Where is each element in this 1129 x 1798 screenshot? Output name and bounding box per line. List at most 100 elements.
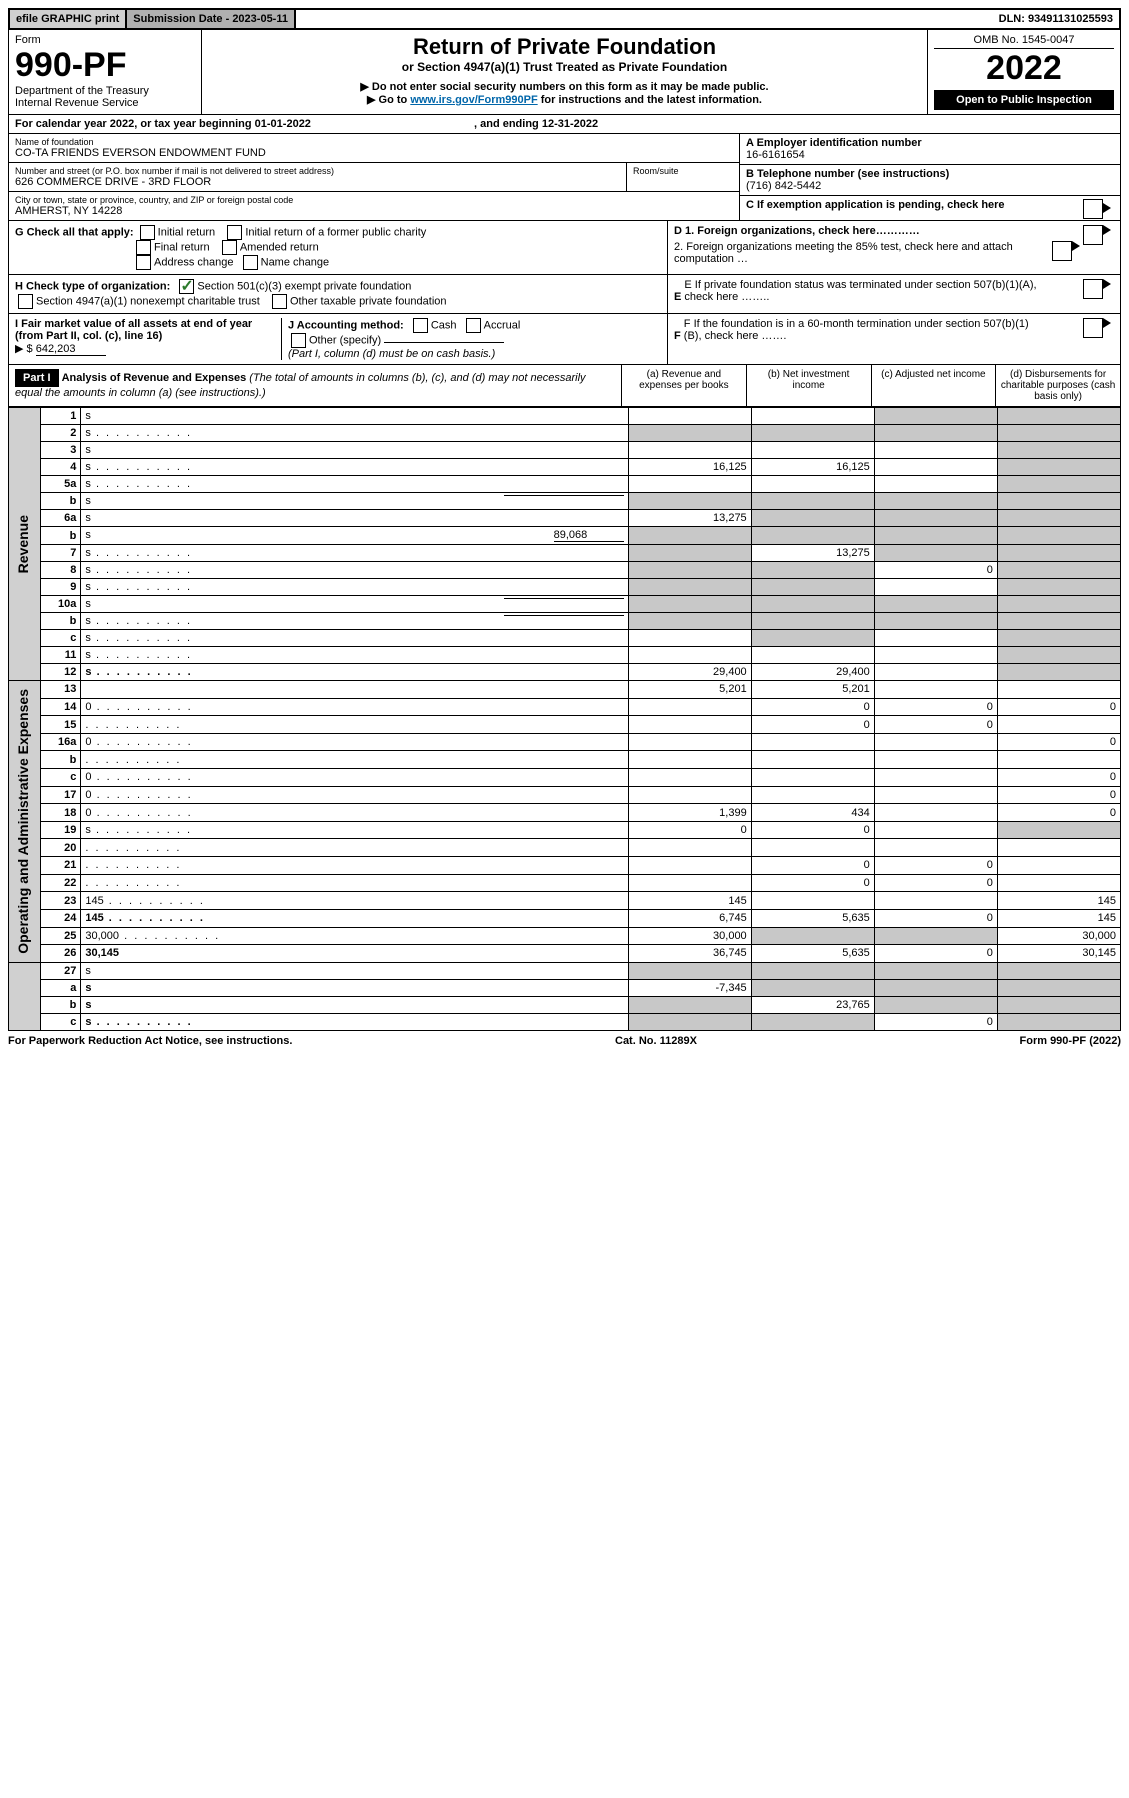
cell-shaded <box>874 425 997 442</box>
checkbox-amended[interactable] <box>222 240 237 255</box>
e-label: E If private foundation status was termi… <box>684 279 1044 303</box>
checkbox-other-taxable[interactable] <box>272 294 287 309</box>
blank-section-header <box>9 962 41 1030</box>
cell-value <box>874 892 997 910</box>
cell-value <box>628 839 751 857</box>
checkbox-name-change[interactable] <box>243 255 258 270</box>
checkbox-initial-return[interactable] <box>140 225 155 240</box>
line-desc: s <box>81 408 628 425</box>
footer-right: Form 990-PF (2022) <box>1020 1035 1122 1047</box>
d2-checkbox[interactable] <box>1052 241 1072 261</box>
grid-row: bs <box>9 613 1121 630</box>
cell-shaded <box>997 664 1120 681</box>
grid-row: Revenue1s <box>9 408 1121 425</box>
cell-value <box>874 476 997 493</box>
footer-left: For Paperwork Reduction Act Notice, see … <box>8 1035 292 1047</box>
j-label: J Accounting method: <box>288 319 404 331</box>
grid-row: bs 89,068 <box>9 527 1121 545</box>
cell-shaded <box>874 996 997 1013</box>
cell-shaded <box>997 996 1120 1013</box>
cell-value <box>997 751 1120 769</box>
name-left: Name of foundation CO-TA FRIENDS EVERSON… <box>9 134 739 220</box>
grid-row: 23145145145 <box>9 892 1121 910</box>
cell-shaded <box>751 630 874 647</box>
cell-value <box>874 786 997 804</box>
cell-value: 0 <box>874 562 997 579</box>
cell-value <box>628 751 751 769</box>
calendar-year-row: For calendar year 2022, or tax year begi… <box>8 115 1121 134</box>
cell-shaded <box>751 596 874 613</box>
irs-link[interactable]: www.irs.gov/Form990PF <box>410 94 537 106</box>
cell-shaded <box>751 1013 874 1030</box>
note-goto-suffix: for instructions and the latest informat… <box>538 94 762 106</box>
cell-value: 0 <box>874 716 997 734</box>
line-desc <box>81 716 628 734</box>
header-right: OMB No. 1545-0047 2022 Open to Public In… <box>928 30 1120 114</box>
e-row: E E If private foundation status was ter… <box>674 279 1114 303</box>
other-specify-blank <box>384 342 504 343</box>
part1-grid: Revenue1s2s3s4s16,12516,1255asbs 6as13,2… <box>8 407 1121 1031</box>
addr-value: 626 COMMERCE DRIVE - 3RD FLOOR <box>15 176 620 188</box>
line-desc: s <box>81 962 628 979</box>
checkbox-other[interactable] <box>291 333 306 348</box>
d1-checkbox[interactable] <box>1083 225 1103 245</box>
cell-value <box>751 408 874 425</box>
checkbox-address-change[interactable] <box>136 255 151 270</box>
col-a-header: (a) Revenue and expenses per books <box>622 365 747 406</box>
line-desc: s <box>81 510 628 527</box>
city-row: City or town, state or province, country… <box>9 192 739 220</box>
checkbox-accrual[interactable] <box>466 318 481 333</box>
efile-label: efile GRAPHIC print <box>10 10 127 28</box>
checkbox-final-return[interactable] <box>136 240 151 255</box>
line-desc: s <box>81 476 628 493</box>
cell-shaded <box>997 1013 1120 1030</box>
g-opt-1: Initial return of a former public charit… <box>245 226 426 238</box>
checkbox-initial-former[interactable] <box>227 225 242 240</box>
line-number: 12 <box>41 664 81 681</box>
g-opt-5: Name change <box>261 256 330 268</box>
exemption-checkbox[interactable] <box>1083 199 1103 219</box>
line-number: c <box>41 1013 81 1030</box>
checkbox-501c3[interactable] <box>179 279 194 294</box>
j-other: Other (specify) <box>309 334 381 346</box>
checkbox-cash[interactable] <box>413 318 428 333</box>
form-title: Return of Private Foundation <box>208 34 921 60</box>
d1-row: D 1. Foreign organizations, check here……… <box>674 225 1114 237</box>
arrow-icon <box>1103 225 1111 235</box>
phone-row: B Telephone number (see instructions) (7… <box>740 165 1120 196</box>
foundation-name-row: Name of foundation CO-TA FRIENDS EVERSON… <box>9 134 739 163</box>
grid-row: cs <box>9 630 1121 647</box>
cell-value: 0 <box>874 874 997 892</box>
f-checkbox[interactable] <box>1083 318 1103 338</box>
cell-value <box>874 579 997 596</box>
checkbox-4947a1[interactable] <box>18 294 33 309</box>
exemption-label: C If exemption application is pending, c… <box>746 199 1005 211</box>
d-section: D 1. Foreign organizations, check here……… <box>668 221 1120 274</box>
cell-value: 16,125 <box>628 459 751 476</box>
line-desc: s <box>81 459 628 476</box>
cell-value <box>751 839 874 857</box>
form-label: Form <box>15 34 195 46</box>
line-desc: s <box>81 1013 628 1030</box>
g-section: G Check all that apply: Initial return I… <box>9 221 668 274</box>
cell-value: 23,765 <box>751 996 874 1013</box>
line-number: b <box>41 613 81 630</box>
line-number: 23 <box>41 892 81 910</box>
line-number: 7 <box>41 545 81 562</box>
grid-row: 241456,7455,6350145 <box>9 909 1121 927</box>
cell-shaded <box>751 962 874 979</box>
cell-value: 13,275 <box>628 510 751 527</box>
line-number: 25 <box>41 927 81 945</box>
check-grid-g: G Check all that apply: Initial return I… <box>8 221 1121 275</box>
part1-badge: Part I <box>15 369 59 387</box>
ein-label: A Employer identification number <box>746 137 1114 149</box>
grid-row: cs0 <box>9 1013 1121 1030</box>
cell-value <box>751 442 874 459</box>
j-section: J Accounting method: Cash Accrual Other … <box>282 318 661 360</box>
arrow-icon <box>1103 279 1111 289</box>
cell-value <box>997 839 1120 857</box>
line-desc: 30,000 <box>81 927 628 945</box>
e-checkbox[interactable] <box>1083 279 1103 299</box>
cell-shaded <box>874 408 997 425</box>
cell-value <box>997 716 1120 734</box>
